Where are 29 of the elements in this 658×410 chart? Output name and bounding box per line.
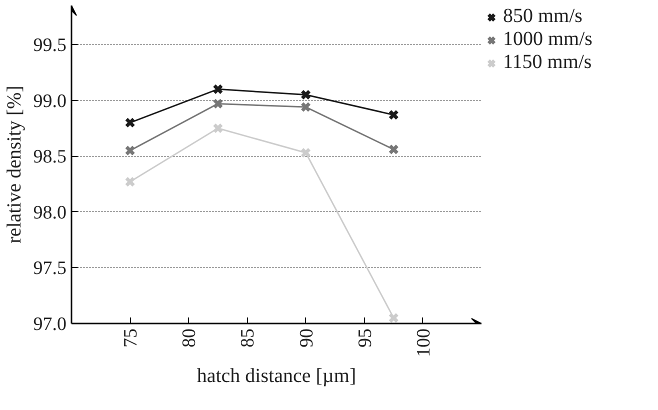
y-tick-label: 99.5 <box>33 35 66 56</box>
point <box>388 110 399 120</box>
x-tick-label: 100 <box>413 328 434 357</box>
x-tick-label: 75 <box>120 328 142 348</box>
point <box>212 122 224 134</box>
x-tick-label: 80 <box>179 328 200 348</box>
point <box>124 145 136 156</box>
x-tick-label: 85 <box>238 328 259 348</box>
point <box>300 102 312 112</box>
point <box>388 312 399 324</box>
y-tick-label: 97.0 <box>33 314 66 335</box>
x-tick-label: 95 <box>354 328 376 348</box>
legend-label: 850 mm/s <box>503 5 582 28</box>
point <box>124 117 136 128</box>
point <box>124 176 136 188</box>
point <box>388 144 399 155</box>
y-axis-title: relative density [%] <box>3 86 26 244</box>
y-tick-label: 98.5 <box>33 146 66 168</box>
point <box>212 98 224 109</box>
x-axis-title: hatch distance [µm] <box>196 365 356 387</box>
point <box>300 148 312 158</box>
y-tick-label: 97.5 <box>33 258 66 280</box>
legend-label: 1000 mm/s <box>503 28 592 51</box>
point <box>212 84 224 94</box>
y-tick-label: 98.0 <box>33 202 66 224</box>
x-tick-label: 90 <box>296 328 318 348</box>
point <box>300 89 312 100</box>
legend-label: 1150 mm/s <box>503 51 592 74</box>
y-tick-label: 99.0 <box>33 90 66 112</box>
